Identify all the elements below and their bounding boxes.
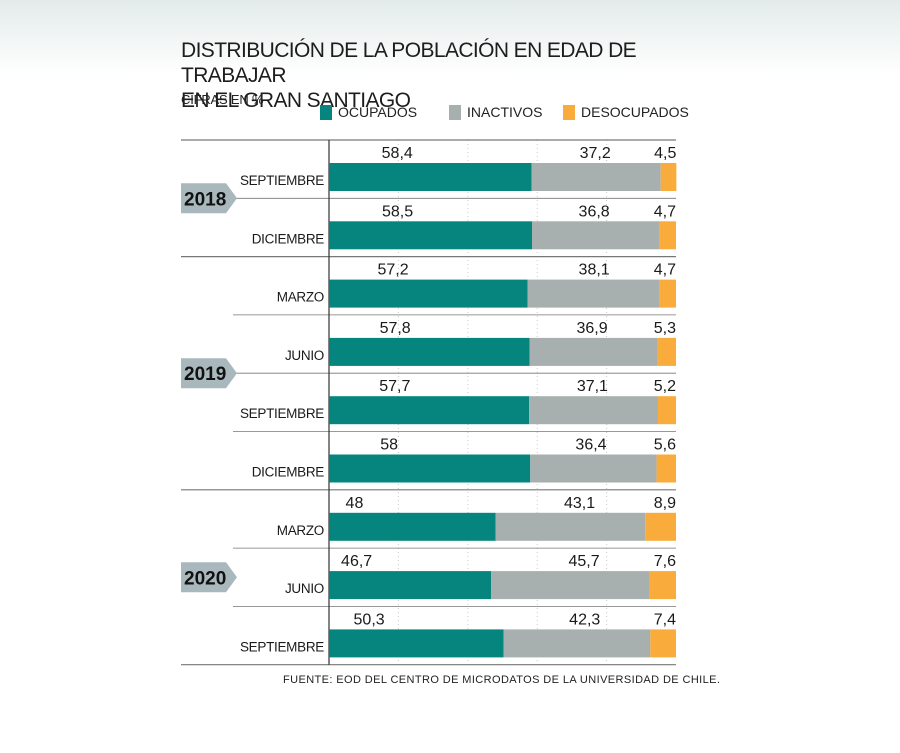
year-badge-2019: [181, 358, 237, 389]
value-label-ocupados-6: 58: [380, 437, 398, 454]
value-label-ocupados-4: 57,8: [380, 320, 411, 337]
bar-inactivos-3: [527, 279, 660, 308]
bar-ocupados-3: [329, 279, 528, 308]
bar-desocupados-4: [657, 337, 676, 366]
category-label-5: SEPTIEMBRE: [240, 406, 324, 421]
value-label-desocupados-9: 7,4: [654, 611, 676, 628]
chart-title-line-2: EN EL GRAN SANTIAGO: [181, 89, 411, 112]
year-label-2020: 2020: [184, 568, 226, 589]
category-label-1: SEPTIEMBRE: [240, 173, 324, 188]
value-label-inactivos-6: 36,4: [575, 437, 606, 454]
legend-item-desocupados: DESOCUPADOS: [563, 104, 689, 120]
category-label-3: MARZO: [277, 290, 324, 305]
year-label-2018: 2018: [184, 189, 226, 210]
bar-desocupados-3: [659, 279, 676, 308]
bar-desocupados-8: [649, 571, 676, 600]
bar-desocupados-9: [650, 629, 676, 658]
bar-ocupados-9: [329, 629, 504, 658]
bar-ocupados-1: [329, 163, 532, 191]
category-label-7: MARZO: [277, 523, 324, 538]
bar-ocupados-2: [329, 221, 532, 250]
bar-ocupados-7: [329, 512, 496, 541]
bar-inactivos-6: [530, 454, 657, 483]
value-label-ocupados-7: 48: [346, 495, 364, 512]
year-label-2019: 2019: [184, 364, 226, 385]
value-label-inactivos-4: 36,9: [576, 320, 607, 337]
legend-swatch-inactivos: [449, 104, 461, 120]
bar-desocupados-5: [657, 396, 676, 425]
value-label-desocupados-8: 7,6: [654, 553, 676, 570]
value-label-ocupados-9: 50,3: [354, 611, 385, 628]
bar-inactivos-7: [495, 512, 646, 541]
bar-ocupados-6: [329, 454, 531, 483]
value-label-inactivos-8: 45,7: [568, 553, 599, 570]
value-label-desocupados-7: 8,9: [654, 495, 676, 512]
source-note: FUENTE: EOD DEL CENTRO DE MICRODATOS DE …: [283, 674, 721, 686]
bar-ocupados-4: [329, 337, 530, 366]
legend-label-inactivos: INACTIVOS: [467, 104, 543, 120]
category-label-6: DICIEMBRE: [252, 465, 325, 480]
value-label-desocupados-5: 5,2: [654, 378, 676, 395]
value-label-desocupados-4: 5,3: [654, 320, 676, 337]
chart-title: DISTRIBUCIÓN DE LA POBLACIÓN EN EDAD DE …: [181, 38, 741, 113]
value-label-inactivos-5: 37,1: [577, 378, 608, 395]
bar-inactivos-1: [531, 163, 661, 191]
year-badge-2020: [181, 562, 237, 593]
value-label-inactivos-3: 38,1: [579, 262, 610, 279]
value-label-ocupados-3: 57,2: [377, 262, 408, 279]
category-label-4: JUNIO: [285, 348, 324, 363]
value-label-desocupados-3: 4,7: [654, 262, 676, 279]
legend-swatch-ocupados: [320, 104, 332, 120]
bar-inactivos-2: [531, 221, 660, 250]
legend-item-ocupados: OCUPADOS: [320, 104, 417, 120]
value-label-ocupados-8: 46,7: [341, 553, 372, 570]
bar-desocupados-6: [656, 454, 676, 483]
chart-title-line-1: DISTRIBUCIÓN DE LA POBLACIÓN EN EDAD DE …: [181, 39, 637, 87]
chart-subtitle: CIFRAS EN %: [181, 92, 264, 107]
bar-ocupados-5: [329, 396, 530, 425]
bar-inactivos-8: [491, 571, 650, 600]
bar-inactivos-9: [503, 629, 651, 658]
bar-desocupados-2: [659, 221, 676, 250]
value-label-ocupados-1: 58,4: [382, 145, 413, 162]
legend-label-ocupados: OCUPADOS: [338, 104, 418, 120]
value-label-inactivos-7: 43,1: [564, 495, 595, 512]
chart-legend: OCUPADOS INACTIVOS DESOCUPADOS: [320, 104, 700, 124]
value-label-ocupados-5: 57,7: [379, 378, 410, 395]
bar-desocupados-1: [660, 163, 677, 191]
value-label-desocupados-2: 4,7: [654, 203, 676, 220]
bar-inactivos-5: [529, 396, 658, 425]
value-label-ocupados-2: 58,5: [382, 203, 413, 220]
bar-inactivos-4: [529, 337, 658, 366]
category-label-8: JUNIO: [285, 581, 324, 596]
year-badge-2018: [181, 183, 237, 214]
value-label-inactivos-9: 42,3: [569, 611, 600, 628]
bar-desocupados-7: [645, 512, 676, 541]
legend-swatch-desocupados: [563, 104, 575, 120]
category-label-9: SEPTIEMBRE: [240, 639, 324, 654]
value-label-desocupados-6: 5,6: [654, 437, 676, 454]
legend-item-inactivos: INACTIVOS: [449, 104, 542, 120]
bar-ocupados-8: [329, 571, 492, 600]
value-label-inactivos-2: 36,8: [579, 203, 610, 220]
value-label-inactivos-1: 37,2: [580, 145, 611, 162]
value-label-desocupados-1: 4,5: [654, 145, 676, 162]
category-label-2: DICIEMBRE: [252, 231, 325, 246]
legend-label-desocupados: DESOCUPADOS: [581, 104, 689, 120]
